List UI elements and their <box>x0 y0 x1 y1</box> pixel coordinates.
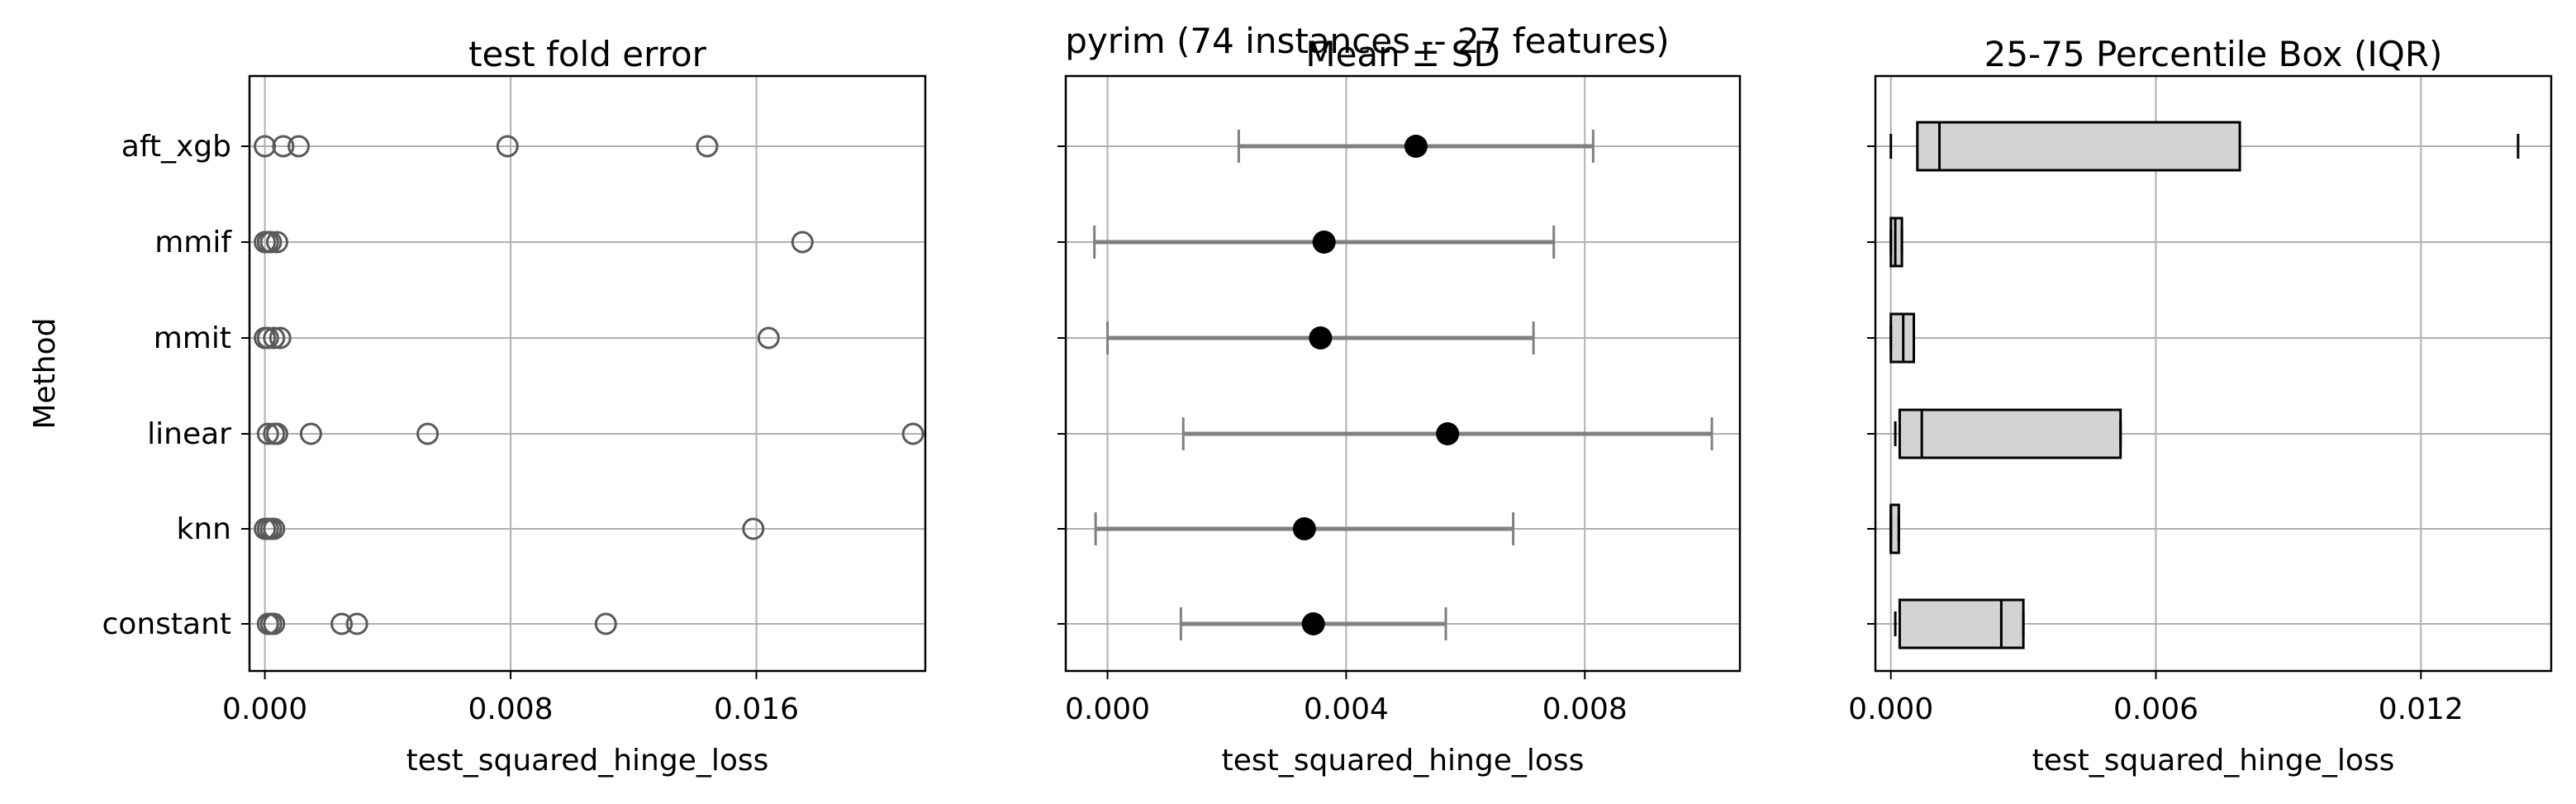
scatter-point <box>265 231 288 254</box>
scatter-point <box>742 517 765 540</box>
iqr-box <box>1916 121 2241 172</box>
mean-point <box>1312 231 1336 254</box>
mean-point <box>1292 517 1316 540</box>
y-tick-label: mmif <box>154 226 232 259</box>
scatter-point <box>287 135 310 158</box>
x-tick-label: 0.000 <box>1848 692 1933 726</box>
axes-frame <box>1874 74 2553 673</box>
x-tick-label: 0.004 <box>1304 692 1389 726</box>
x-tick-label: 0.008 <box>1542 692 1628 726</box>
scatter-point <box>259 231 283 254</box>
axes-frame <box>1064 74 1742 673</box>
scatter-point <box>696 135 719 158</box>
y-tick-label: constant <box>102 607 232 641</box>
mean-point <box>1436 422 1460 445</box>
x-axis-label: test_squared_hinge_loss <box>2032 744 2395 778</box>
scatter-point <box>254 135 277 158</box>
panel-title: Mean ± SD <box>1305 34 1499 74</box>
scatter-point <box>757 326 780 350</box>
scatter-point <box>594 612 617 635</box>
x-axis-label: test_squared_hinge_loss <box>406 744 769 778</box>
iqr-box <box>1898 598 2025 649</box>
axes-frame <box>248 74 927 673</box>
scatter-point <box>265 422 288 445</box>
scatter-point <box>263 326 286 350</box>
scatter-point <box>269 326 292 350</box>
x-tick-label: 0.012 <box>2379 692 2464 726</box>
scatter-point <box>330 612 354 635</box>
mean-point <box>1301 612 1325 635</box>
x-tick-label: 0.006 <box>2113 692 2198 726</box>
y-tick-label: mmit <box>154 321 231 355</box>
y-tick-label: aft_xgb <box>121 130 231 164</box>
y-tick-label: linear <box>147 417 231 451</box>
iqr-box <box>1898 408 2122 459</box>
scatter-point <box>272 135 295 158</box>
figure-suptitle: pyrim (74 instances -- 27 features) <box>1065 21 1669 61</box>
scatter-point <box>901 422 924 445</box>
mean-point <box>1309 326 1333 350</box>
scatter-point <box>256 326 279 350</box>
scatter-point <box>416 422 440 445</box>
panel-3: 0.000 0.006 0.012 25-75 Percentile Box (IQR… <box>1848 34 2553 778</box>
scatter-point <box>299 422 322 445</box>
panel-2: 0.000 0.004 0.008 Mean ± SD test_squared_hin… <box>1057 34 1742 778</box>
x-axis-label: test_squared_hinge_loss <box>1222 744 1585 778</box>
scatter-point <box>256 422 279 445</box>
y-axis-label: Method <box>28 317 62 429</box>
scatter-point <box>263 612 286 635</box>
panel-title: test fold error <box>468 34 707 74</box>
scatter-point <box>496 135 519 158</box>
panel-title: 25-75 Percentile Box (IQR) <box>1984 34 2443 74</box>
x-tick-label: 0.008 <box>468 692 554 726</box>
y-tick-label: knn <box>177 512 231 546</box>
x-tick-label: 0.000 <box>222 692 307 726</box>
scatter-point <box>263 517 286 540</box>
scatter-point <box>791 231 814 254</box>
x-tick-label: 0.016 <box>714 692 799 726</box>
x-tick-label: 0.000 <box>1065 692 1150 726</box>
scatter-point <box>345 612 368 635</box>
mean-point <box>1404 135 1428 158</box>
